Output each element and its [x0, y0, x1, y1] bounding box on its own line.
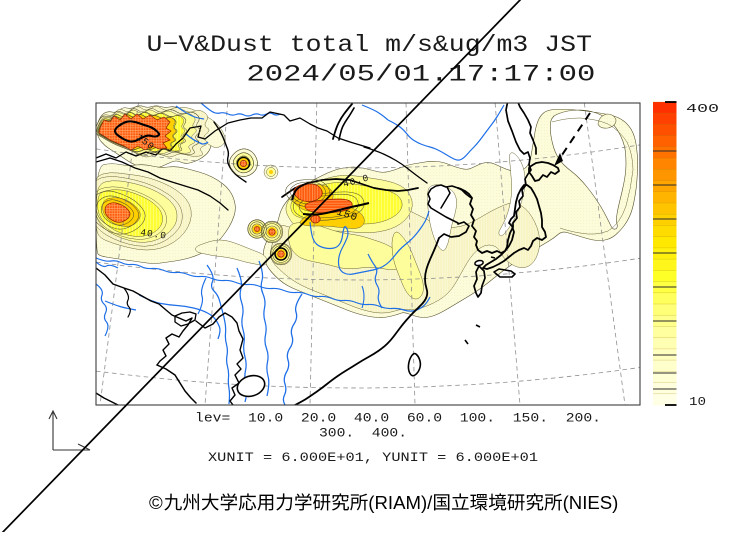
- svg-text:10: 10: [689, 395, 706, 409]
- svg-text:400: 400: [686, 102, 719, 116]
- svg-text:©: ©: [149, 492, 163, 513]
- svg-text:300. 400.: 300. 400.: [319, 427, 407, 441]
- svg-text:XUNIT = 6.000E+01, YUNIT = 6.0: XUNIT = 6.000E+01, YUNIT = 6.000E+01: [208, 450, 538, 465]
- svg-text:U−V&Dust total m/s&ug/m3 JST: U−V&Dust total m/s&ug/m3 JST: [147, 32, 593, 59]
- svg-text:lev= 10.0 20.0 40.0 60.0: lev= 10.0 20.0 40.0 60.0 100. 150. 200.: [195, 412, 601, 426]
- svg-text:(NIES): (NIES): [563, 492, 619, 513]
- svg-text:40.0: 40.0: [140, 227, 168, 242]
- svg-text:2024/05/01.17:17:00: 2024/05/01.17:17:00: [246, 62, 595, 89]
- svg-text:(RIAM)/: (RIAM)/: [368, 492, 433, 513]
